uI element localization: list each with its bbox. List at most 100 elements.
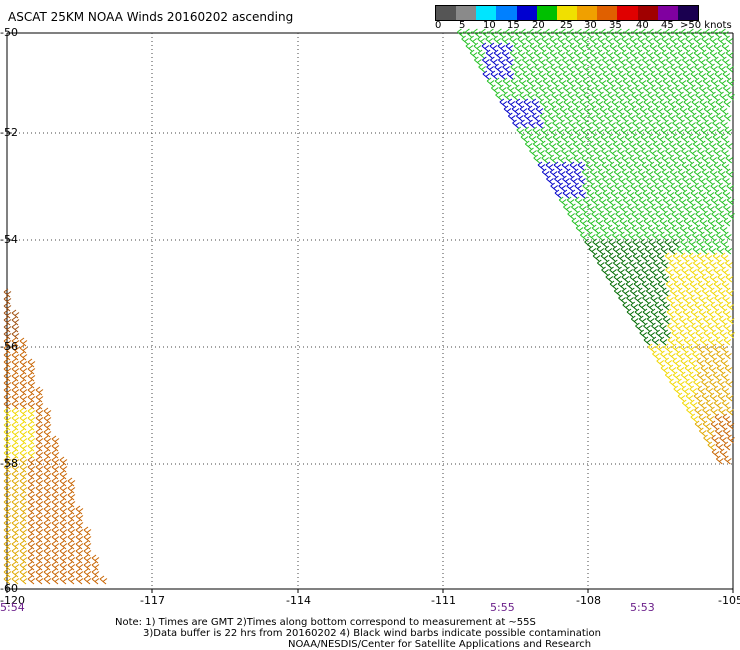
- time-label: 5:54: [0, 601, 25, 614]
- wind-barb: [11, 386, 20, 396]
- wind-barb: [568, 119, 576, 129]
- wind-barb: [631, 224, 640, 234]
- wind-barb: [11, 414, 20, 424]
- wind-barb: [67, 526, 76, 536]
- wind-barb: [594, 189, 603, 199]
- wind-barb: [710, 420, 719, 430]
- wind-barb: [719, 210, 727, 220]
- wind-barb: [714, 294, 722, 304]
- wind-barb: [701, 154, 710, 164]
- wind-barb: [654, 196, 663, 206]
- wind-barb: [35, 519, 44, 529]
- wind-barb: [465, 42, 474, 52]
- wind-barb: [512, 119, 520, 129]
- wind-barb: [672, 371, 681, 381]
- wind-barb: [687, 91, 695, 101]
- wind-barb: [494, 77, 503, 87]
- wind-barb: [35, 400, 44, 410]
- wind-barb: [554, 175, 562, 185]
- wind-barb: [642, 189, 651, 199]
- wind-barb: [626, 189, 635, 199]
- wind-barb: [667, 336, 676, 346]
- wind-barb: [674, 175, 682, 185]
- wind-barb: [616, 252, 625, 262]
- wind-barb: [3, 337, 12, 347]
- wind-barb: [684, 126, 693, 136]
- wind-barb: [619, 203, 627, 213]
- wind-barb: [27, 372, 36, 382]
- wind-barb: [594, 56, 602, 66]
- wind-barb: [477, 35, 485, 45]
- wind-barb: [526, 63, 534, 73]
- wind-barb: [3, 386, 12, 396]
- wind-barb: [609, 266, 617, 276]
- wind-barb: [607, 91, 615, 101]
- wind-barb: [67, 575, 76, 585]
- wind-barb: [577, 147, 585, 157]
- wind-barb: [27, 526, 36, 536]
- wind-barb: [701, 378, 709, 388]
- wind-barb: [653, 259, 661, 269]
- wind-barb: [544, 119, 552, 129]
- wind-barb: [660, 245, 669, 255]
- scale-swatch: [677, 6, 699, 20]
- wind-barb: [51, 435, 60, 445]
- wind-barb: [35, 533, 44, 543]
- wind-barb: [643, 322, 651, 332]
- wind-barb: [682, 56, 690, 66]
- wind-barb: [645, 259, 653, 269]
- wind-barb: [683, 336, 692, 346]
- wind-barb: [27, 512, 36, 522]
- wind-barb: [565, 35, 573, 45]
- wind-barb: [3, 393, 12, 403]
- wind-barb: [692, 126, 701, 136]
- wind-barb: [705, 266, 713, 276]
- wind-barb: [675, 112, 684, 122]
- wind-barb: [516, 126, 525, 136]
- wind-barb: [632, 119, 640, 129]
- wind-barb: [717, 259, 725, 269]
- note-line-3: NOAA/NESDIS/Center for Satellite Applica…: [288, 639, 592, 650]
- wind-barb: [569, 147, 577, 157]
- wind-barb: [510, 77, 519, 87]
- wind-barb: [723, 203, 731, 213]
- wind-barb: [481, 28, 489, 38]
- wind-barb: [75, 526, 84, 536]
- wind-barb: [35, 414, 44, 424]
- wind-barb: [599, 210, 607, 220]
- wind-barb: [647, 91, 655, 101]
- wind-barb: [619, 98, 628, 108]
- wind-barb: [19, 484, 28, 494]
- wind-barb: [651, 336, 660, 346]
- wind-barb: [714, 427, 723, 437]
- wind-barb: [663, 105, 672, 115]
- wind-barb: [67, 477, 76, 487]
- wind-barb: [611, 84, 619, 94]
- wind-barb: [43, 414, 52, 424]
- wind-barb: [611, 217, 620, 227]
- wind-barb: [667, 322, 675, 332]
- wind-barb: [75, 505, 84, 515]
- wind-barb: [11, 323, 20, 333]
- wind-barb: [51, 463, 60, 473]
- wind-barb: [545, 42, 554, 52]
- wind-barb: [521, 28, 529, 38]
- scale-swatch: [617, 6, 638, 20]
- wind-barb: [11, 442, 20, 452]
- wind-barb: [710, 182, 718, 192]
- wind-barb: [688, 357, 697, 367]
- wind-barb: [540, 126, 549, 136]
- wind-barb: [43, 421, 52, 431]
- wind-barb: [3, 365, 12, 375]
- wind-barb: [690, 413, 699, 423]
- wind-barb: [693, 259, 701, 269]
- wind-barb: [720, 371, 729, 381]
- wind-barb: [43, 498, 52, 508]
- wind-barb: [705, 28, 713, 38]
- wind-barb: [525, 49, 534, 59]
- wind-barb: [530, 70, 539, 80]
- wind-barb: [35, 407, 44, 417]
- wind-barb: [727, 91, 735, 101]
- wind-barb: [11, 498, 20, 508]
- wind-barb: [727, 210, 735, 220]
